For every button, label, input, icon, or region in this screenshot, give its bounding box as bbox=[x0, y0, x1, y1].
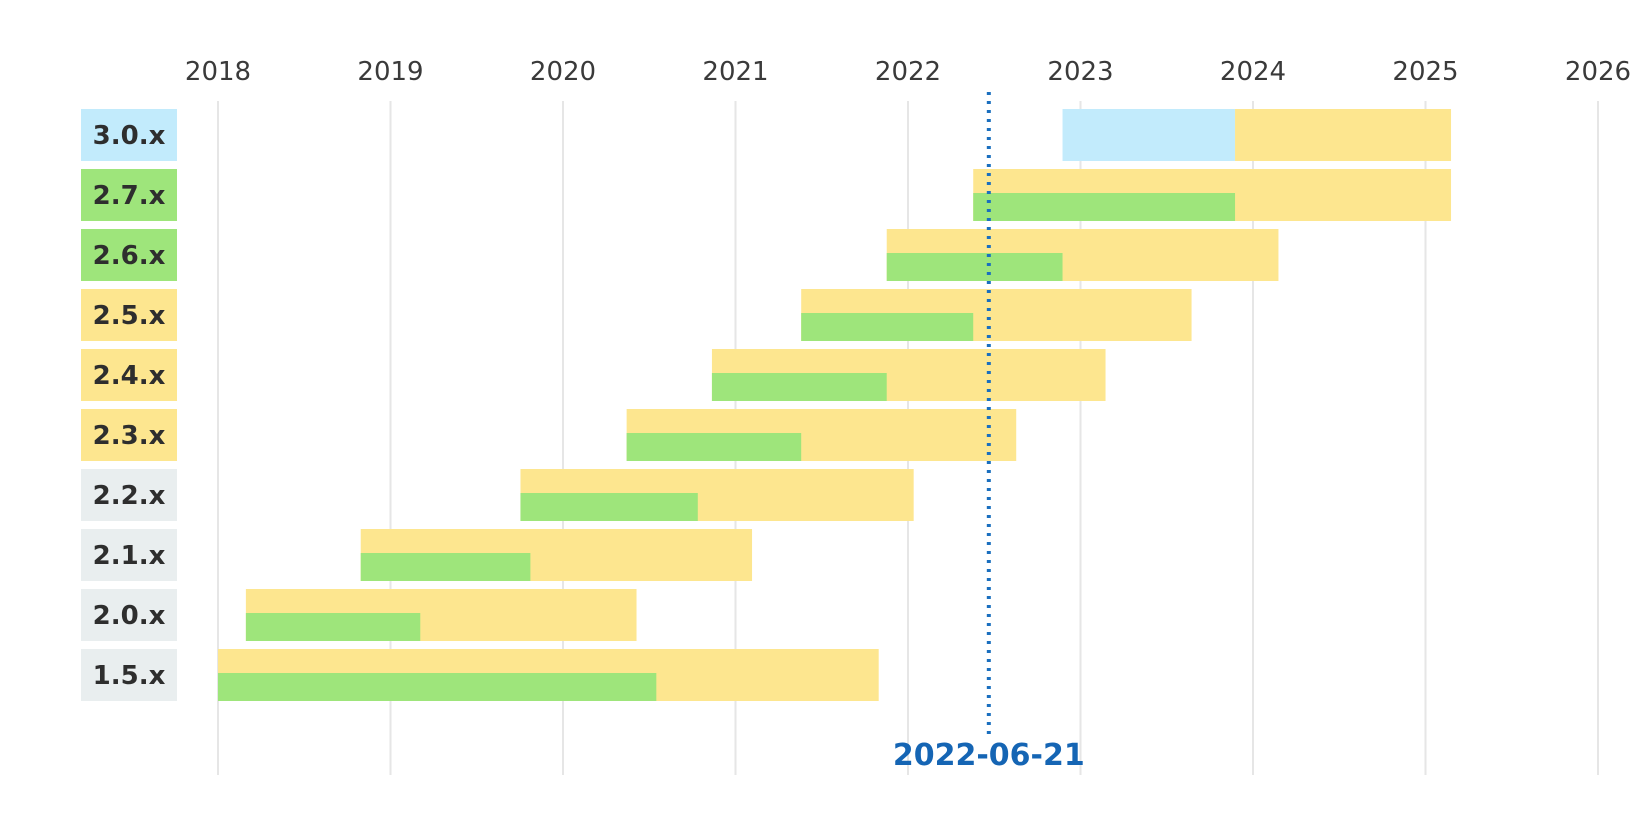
version-label-2-4-x: 2.4.x bbox=[93, 361, 166, 391]
version-label-2-7-x: 2.7.x bbox=[93, 181, 166, 211]
bar-maintenance-3-0-x bbox=[1235, 109, 1452, 161]
version-label-box-2-6-x bbox=[81, 229, 177, 281]
version-label-box-2-4-x bbox=[81, 349, 177, 401]
x-tick-label: 2018 bbox=[185, 57, 251, 87]
bar-active-2-3-x bbox=[626, 433, 802, 461]
bar-active-2-0-x bbox=[245, 613, 421, 641]
x-tick-label: 2024 bbox=[1220, 57, 1286, 87]
x-tick-label: 2020 bbox=[530, 57, 596, 87]
bar-upcoming-3-0-x bbox=[1062, 109, 1236, 161]
bar-active-2-2-x bbox=[520, 493, 698, 521]
today-marker: 2022-06-21 bbox=[893, 92, 1085, 773]
bar-active-2-7-x bbox=[973, 193, 1236, 221]
version-label-1-5-x: 1.5.x bbox=[93, 661, 166, 691]
version-label-box-2-3-x bbox=[81, 409, 177, 461]
version-label-box-1-5-x bbox=[81, 649, 177, 701]
bar-active-2-4-x bbox=[711, 373, 887, 401]
version-label-2-5-x: 2.5.x bbox=[93, 301, 166, 331]
version-label-box-2-7-x bbox=[81, 169, 177, 221]
version-label-box-2-2-x bbox=[81, 469, 177, 521]
version-label-box-2-5-x bbox=[81, 289, 177, 341]
version-labels: 3.0.x 2.7.x 2.6.x 2.5.x 2.4.x 2.3.x 2.2.x 2.1.x… bbox=[81, 109, 177, 701]
bar-active-2-1-x bbox=[360, 553, 531, 581]
bar-active-2-5-x bbox=[801, 313, 974, 341]
x-tick-label: 2021 bbox=[702, 57, 768, 87]
version-label-box-3-0-x bbox=[81, 109, 177, 161]
version-bars bbox=[218, 109, 1452, 701]
version-label-2-0-x: 2.0.x bbox=[93, 601, 166, 631]
version-label-box-2-1-x bbox=[81, 529, 177, 581]
x-tick-label: 2023 bbox=[1047, 57, 1113, 87]
today-label: 2022-06-21 bbox=[893, 738, 1085, 773]
bar-active-2-6-x bbox=[886, 253, 1063, 281]
version-label-2-3-x: 2.3.x bbox=[93, 421, 166, 451]
version-label-3-0-x: 3.0.x bbox=[93, 121, 166, 151]
x-tick-label: 2019 bbox=[357, 57, 423, 87]
version-label-2-2-x: 2.2.x bbox=[93, 481, 166, 511]
x-tick-label: 2022 bbox=[875, 57, 941, 87]
bar-active-1-5-x bbox=[218, 673, 657, 701]
version-label-2-6-x: 2.6.x bbox=[93, 241, 166, 271]
version-label-box-2-0-x bbox=[81, 589, 177, 641]
x-axis-ticks: 2018 2019 2020 2021 2022 2023 2024 2025 2026 bbox=[185, 57, 1631, 87]
x-tick-label: 2026 bbox=[1565, 57, 1631, 87]
x-tick-label: 2025 bbox=[1392, 57, 1458, 87]
version-label-2-1-x: 2.1.x bbox=[93, 541, 166, 571]
